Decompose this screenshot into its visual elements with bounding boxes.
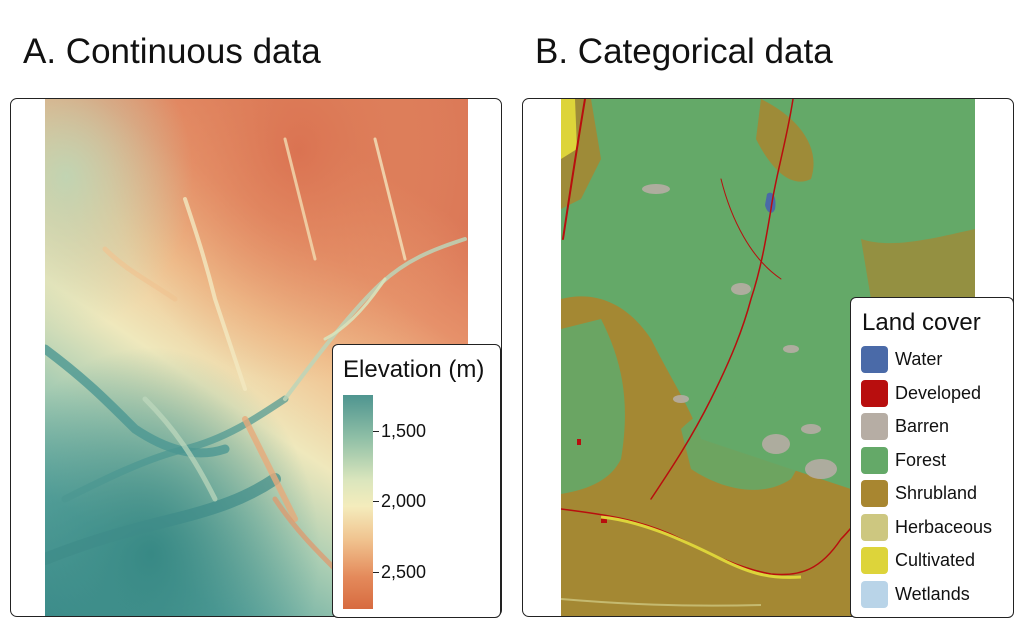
elevation-legend: Elevation (m) 1,500 2,000 2,500: [332, 344, 501, 618]
colorbar-tick-label: 2,500: [381, 562, 427, 582]
legend-swatch: [861, 547, 888, 574]
legend-label: Herbaceous: [895, 516, 993, 537]
colorbar-tick: [373, 572, 379, 573]
legend-item-forest: Forest: [861, 446, 1011, 475]
legend-label: Wetlands: [895, 583, 970, 604]
panel-b-title: B. Categorical data: [535, 32, 833, 71]
legend-item-wetlands: Wetlands: [861, 580, 1011, 609]
legend-swatch: [861, 346, 888, 373]
colorbar-tick-label: 2,000: [381, 491, 427, 511]
elevation-colorbar: [343, 395, 373, 609]
colorbar-tick-label: 1,500: [381, 421, 427, 441]
legend-item-developed: Developed: [861, 379, 1011, 408]
legend-label: Water: [895, 349, 943, 369]
legend-swatch: [861, 446, 888, 474]
colorbar-tick: [373, 501, 379, 502]
land-cover-legend-title: Land cover: [862, 309, 981, 336]
legend-swatch: [861, 379, 888, 407]
legend-label: Forest: [895, 449, 947, 470]
legend-swatch: [861, 413, 888, 440]
legend-label: Barren: [895, 416, 950, 436]
legend-item-water: Water: [861, 346, 1011, 374]
legend-item-cultivated: Cultivated: [861, 547, 1011, 575]
land-cover-legend: Land cover Water Developed Barren Forest Shr…: [850, 297, 1014, 618]
legend-item-herbaceous: Herbaceous: [861, 513, 1011, 542]
legend-swatch: [861, 513, 888, 541]
panel-a-title: A. Continuous data: [23, 32, 321, 71]
legend-swatch: [861, 480, 888, 507]
colorbar-tick: [373, 431, 379, 432]
legend-label: Shrubland: [895, 483, 978, 503]
legend-swatch: [861, 580, 888, 608]
elevation-legend-title: Elevation (m): [343, 356, 485, 383]
legend-label: Developed: [895, 382, 982, 403]
legend-item-shrubland: Shrubland: [861, 480, 1011, 508]
legend-item-barren: Barren: [861, 413, 1011, 441]
legend-label: Cultivated: [895, 550, 976, 570]
